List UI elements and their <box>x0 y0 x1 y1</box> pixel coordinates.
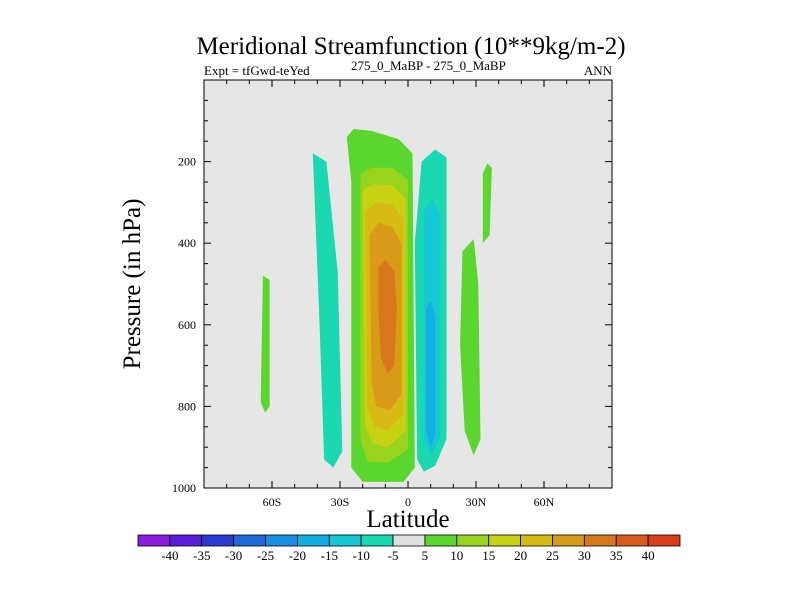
colorbar-label: 30 <box>578 548 591 563</box>
colorbar-label: 5 <box>422 548 429 563</box>
colorbar-swatch <box>552 534 585 547</box>
colorbar-label: -25 <box>257 548 274 563</box>
colorbar-swatch <box>328 534 362 547</box>
colorbar-label: 10 <box>450 548 463 563</box>
colorbar-swatch <box>360 534 394 547</box>
chart-title: Meridional Streamfunction (10**9kg/m-2) <box>196 33 625 60</box>
colorbar-swatch <box>201 534 235 547</box>
colorbar-swatch <box>615 534 649 547</box>
colorbar-label: 25 <box>546 548 559 563</box>
x-tick-label: 60N <box>534 495 555 509</box>
cell-35s <box>312 153 343 468</box>
y-tick-label: 800 <box>178 399 196 413</box>
colorbar-swatch <box>424 534 458 547</box>
colorbar-label: 20 <box>514 548 527 563</box>
colorbar-label: -40 <box>161 548 178 563</box>
colorbar-label: -5 <box>388 548 399 563</box>
y-axis-label: Pressure (in hPa) <box>119 199 146 370</box>
cell-10n-l3 <box>426 300 436 448</box>
cell-10s-l7 <box>378 259 397 374</box>
colorbar-swatch <box>297 534 330 547</box>
cell-60s <box>260 275 270 413</box>
colorbar-swatch <box>392 534 426 547</box>
y-tick-label: 1000 <box>172 481 196 495</box>
x-tick-label: 60S <box>263 495 282 509</box>
colorbar-swatch <box>169 534 203 547</box>
colorbar-label: 15 <box>482 548 495 563</box>
y-tick-label: 200 <box>178 155 196 169</box>
x-tick-label: 0 <box>405 495 411 509</box>
colorbar-label: -15 <box>321 548 338 563</box>
colorbar-swatch <box>583 534 617 547</box>
colorbar-swatch <box>520 534 553 547</box>
colorbar-label: -10 <box>353 548 370 563</box>
x-tick-label: 30S <box>331 495 350 509</box>
cell-30n-b <box>482 163 492 244</box>
colorbar-swatch <box>647 534 681 547</box>
y-tick-label: 400 <box>178 236 196 250</box>
colorbar-label: -35 <box>193 548 210 563</box>
colorbar-label: -30 <box>225 548 242 563</box>
y-tick-label: 600 <box>178 318 196 332</box>
cell-30n-a <box>460 239 481 456</box>
x-tick-label: 30N <box>466 495 487 509</box>
colorbar-label: 35 <box>610 548 623 563</box>
colorbar-swatch <box>265 534 298 547</box>
colorbar-swatch <box>488 534 521 547</box>
left-string: Expt = tfGwd-teYed <box>204 63 310 78</box>
center-string: 275_0_MaBP - 275_0_MaBP <box>351 58 506 73</box>
colorbar-swatch <box>137 534 171 547</box>
right-string: ANN <box>584 63 613 78</box>
colorbar: -40 -35 -30 -25 -20 -15 -10 -5 5 10 15 20 25 30 35 40 <box>137 534 681 563</box>
x-axis-label: Latitude <box>366 506 449 533</box>
contour-cells <box>260 129 492 482</box>
colorbar-label: -20 <box>289 548 306 563</box>
colorbar-swatch <box>456 534 490 547</box>
colorbar-swatch <box>233 534 266 547</box>
axis-ticks: 60S 30S 0 30N 60N 200 400 600 800 1000 <box>172 80 612 509</box>
colorbar-label: 40 <box>642 548 655 563</box>
